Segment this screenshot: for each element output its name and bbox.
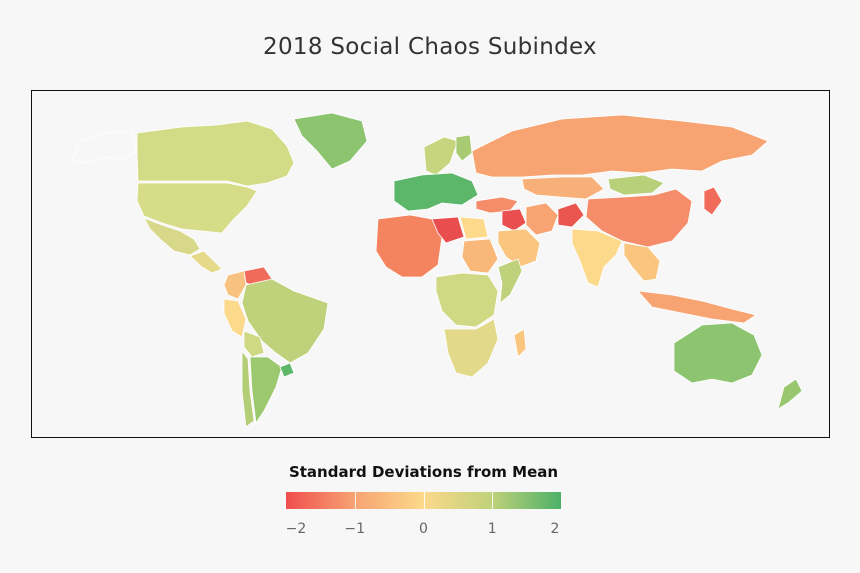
region-greenland[interactable]: Canada <box>293 112 368 170</box>
legend-tick-label: 2 <box>550 521 560 537</box>
region-canada[interactable]: Alaska <box>136 120 295 187</box>
legend-tick-label: −2 <box>285 521 307 537</box>
legend-tick-line <box>354 492 356 509</box>
legend-tick-line <box>492 492 494 509</box>
region-chile[interactable]: Argentina <box>241 349 255 428</box>
region-syria-iraq[interactable]: Syria / Iraq <box>501 208 527 232</box>
legend-title: Standard Deviations from Mean <box>288 463 559 481</box>
region-russia[interactable]: Russia <box>471 114 769 178</box>
region-southern-africa[interactable]: Japan <box>443 318 499 378</box>
legend-tick-label: 1 <box>487 521 497 537</box>
region-scandinavia[interactable]: Western Europe <box>423 136 459 176</box>
region-india[interactable]: India <box>571 228 623 288</box>
world-map-svg: Canada Greenland Alaska United States Me… <box>71 112 803 428</box>
region-mongolia[interactable]: Mongolia <box>607 174 665 196</box>
region-bolivia[interactable]: Bolivia <box>243 330 265 358</box>
region-mexico[interactable]: Mexico <box>143 217 201 256</box>
region-somalia[interactable]: Southern Africa <box>497 258 523 304</box>
region-afghanistan[interactable]: Afghanistan <box>557 202 585 228</box>
region-new-zealand[interactable]: New Zealand <box>777 378 803 410</box>
region-western-europe[interactable]: Finland <box>393 172 479 212</box>
region-uruguay[interactable]: Uruguay <box>279 362 295 378</box>
region-central-america[interactable]: Central America <box>189 250 223 274</box>
region-colombia[interactable]: Colombia <box>223 270 247 300</box>
region-egypt[interactable]: Sahel <box>459 216 489 240</box>
region-saudi-arabia[interactable]: Saudi Arabia <box>497 228 541 268</box>
region-china[interactable]: China <box>585 188 693 248</box>
region-australia[interactable]: Australia <box>673 322 763 384</box>
region-central-africa[interactable]: Madagascar <box>435 272 499 328</box>
world-map: Canada Greenland Alaska United States Me… <box>31 90 830 438</box>
region-iran[interactable]: Iran <box>525 202 559 236</box>
legend-tick-label: 0 <box>419 521 428 537</box>
region-libya[interactable]: Somalia <box>431 216 465 244</box>
region-finland[interactable]: Scandinavia <box>455 134 473 162</box>
region-peru[interactable]: Peru <box>223 298 247 338</box>
region-kazakhstan[interactable]: Kazakhstan <box>521 176 605 200</box>
legend-tick-line <box>423 492 425 509</box>
region-sudan[interactable]: Central Africa <box>461 238 499 274</box>
region-united-states[interactable]: United States <box>136 182 258 234</box>
region-southeast-asia[interactable]: Southeast Asia <box>623 242 661 282</box>
map-title: 2018 Social Chaos Subindex <box>263 34 597 60</box>
region-madagascar[interactable]: Indonesia <box>513 328 527 358</box>
region-japan[interactable]: Libya <box>703 186 723 216</box>
legend-tick-label: −1 <box>344 521 366 537</box>
region-sahel[interactable]: Sudan <box>375 214 443 278</box>
region-indonesia[interactable]: Egypt <box>637 290 757 324</box>
region-argentina[interactable]: Chile <box>249 356 283 425</box>
region-alaska[interactable]: Greenland <box>71 130 138 164</box>
region-brazil[interactable]: Brazil <box>241 278 329 364</box>
